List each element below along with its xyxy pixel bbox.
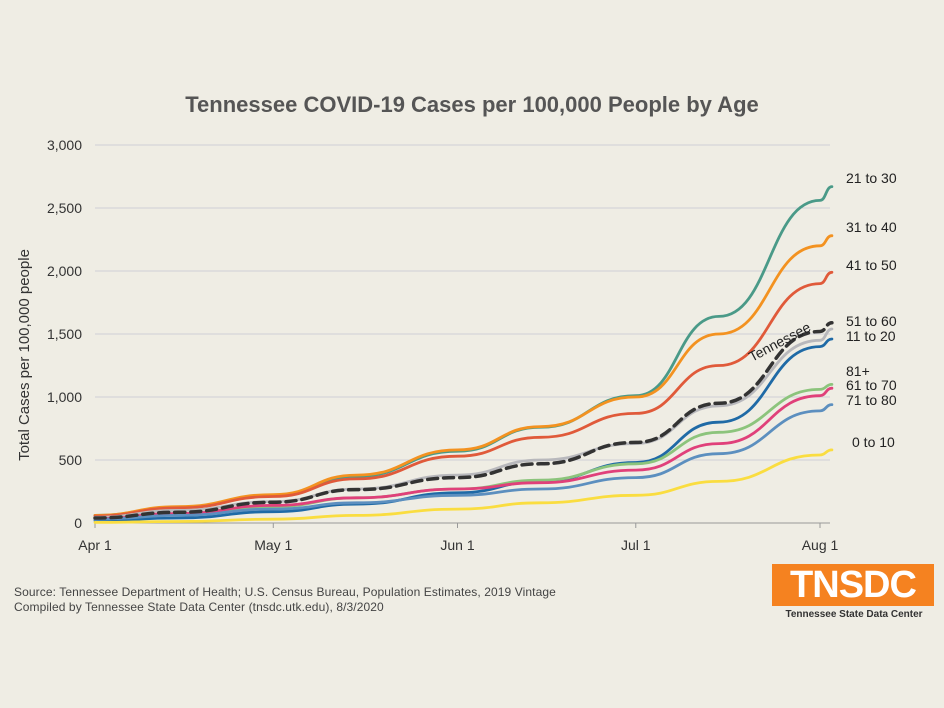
series-line-31-to-40 (93, 234, 834, 517)
series-label-31-to-40: 31 to 40 (846, 219, 897, 235)
y-tick-label-3: 1,500 (47, 326, 82, 342)
series-line-41-to-50 (93, 270, 834, 518)
series-line-71-to-80 (93, 403, 834, 521)
y-tick-label-2: 1,000 (47, 389, 82, 405)
gridlines (95, 144, 830, 461)
logo-subtitle: Tennessee State Data Center (785, 609, 923, 620)
y-tick-label-1: 500 (59, 452, 83, 468)
tnsdc-logo: TNSDC Tennessee State Data Center (772, 564, 936, 620)
y-tick-label-0: 0 (74, 515, 82, 531)
axes: 0 500 1,000 1,500 2,000 2,500 3,000 Apr 1 May 1 J… (47, 137, 839, 553)
x-tick-label-3: Jul 1 (621, 537, 651, 553)
series-label-41-to-50: 41 to 50 (846, 257, 897, 273)
series-line-0-to-10 (93, 448, 834, 524)
source-line-2: Compiled by Tennessee State Data Center … (14, 600, 384, 614)
y-tick-label-5: 2,500 (47, 200, 82, 216)
series-line-tennessee (93, 320, 834, 520)
source-note: Source: Tennessee Department of Health; … (14, 585, 556, 615)
series-label-71-to-80: 71 to 80 (846, 392, 897, 408)
x-tick-label-4: Aug 1 (802, 537, 839, 553)
series-line-61-to-70 (93, 386, 834, 520)
series-lines (93, 185, 834, 524)
series-label-51-to-60: 51 to 60 (846, 313, 897, 329)
series-label-81: 81+ (846, 363, 870, 379)
x-tick-label-0: Apr 1 (78, 537, 112, 553)
x-tick-label-2: Jun 1 (440, 537, 474, 553)
source-line-1: Source: Tennessee Department of Health; … (14, 585, 556, 599)
series-label-61-to-70: 61 to 70 (846, 377, 897, 393)
chart-title: Tennessee COVID-19 Cases per 100,000 Peo… (185, 92, 759, 117)
x-tick-label-1: May 1 (254, 537, 292, 553)
y-tick-label-6: 3,000 (47, 137, 82, 153)
series-label-21-to-30: 21 to 30 (846, 170, 897, 186)
series-label-0-to-10: 0 to 10 (852, 434, 895, 450)
y-tick-label-4: 2,000 (47, 263, 82, 279)
logo-wordmark: TNSDC (772, 564, 934, 606)
y-axis-label: Total Cases per 100,000 people (16, 249, 33, 461)
series-label-11-to-20: 11 to 20 (846, 328, 896, 344)
series-line-21-to-30 (93, 185, 834, 517)
series-label-tennessee: Tennessee (746, 319, 813, 365)
